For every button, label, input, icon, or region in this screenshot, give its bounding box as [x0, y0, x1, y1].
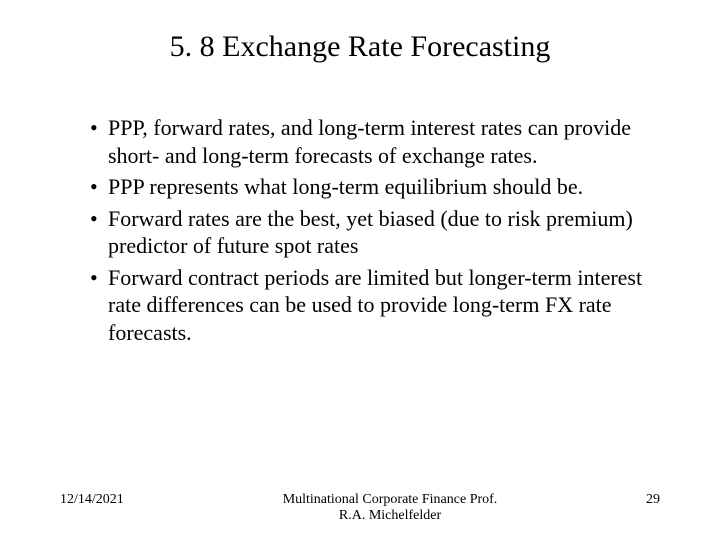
footer-center-line2: R.A. Michelfelder — [180, 508, 600, 524]
bullet-list: PPP, forward rates, and long-term intere… — [60, 114, 660, 350]
list-item: PPP, forward rates, and long-term intere… — [90, 114, 660, 169]
footer-date: 12/14/2021 — [60, 492, 180, 508]
footer-page-number: 29 — [600, 492, 660, 508]
footer-center-line1: Multinational Corporate Finance Prof. — [180, 492, 600, 508]
slide-title: 5. 8 Exchange Rate Forecasting — [60, 30, 660, 64]
footer: 12/14/2021 Multinational Corporate Finan… — [60, 492, 660, 524]
list-item: Forward rates are the best, yet biased (… — [90, 205, 660, 260]
footer-center: Multinational Corporate Finance Prof. R.… — [180, 492, 600, 524]
slide: 5. 8 Exchange Rate Forecasting PPP, forw… — [0, 0, 720, 540]
list-item: Forward contract periods are limited but… — [90, 264, 660, 347]
list-item: PPP represents what long-term equilibriu… — [90, 173, 660, 201]
